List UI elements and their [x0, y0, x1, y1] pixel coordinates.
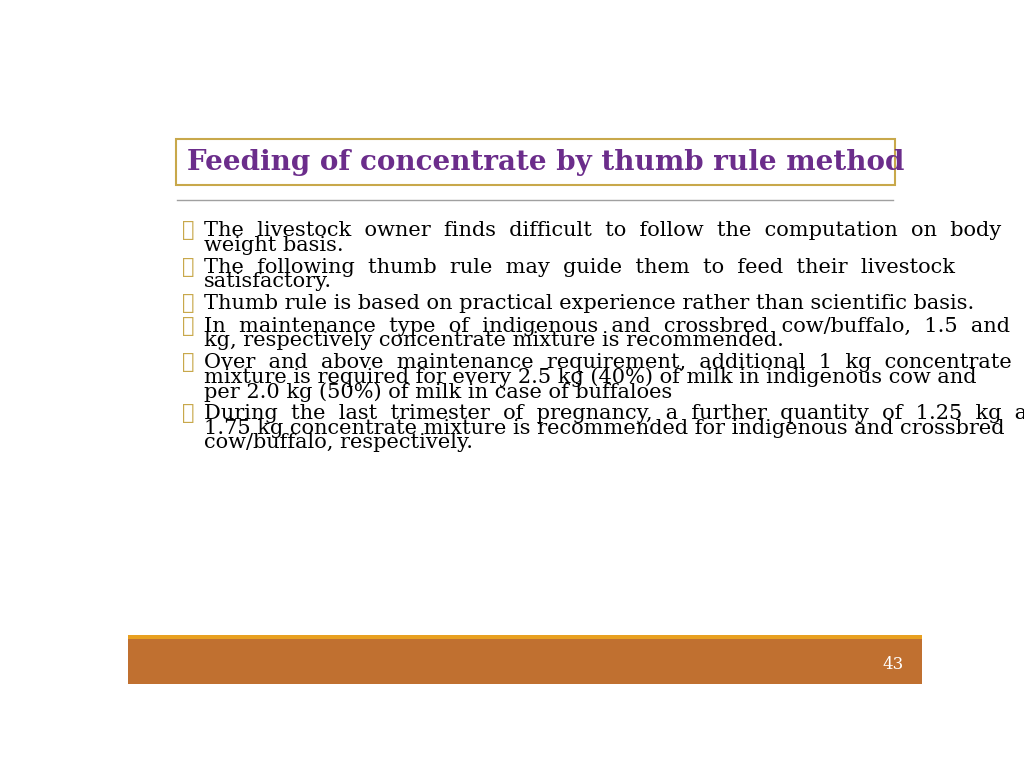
Text: weight basis.: weight basis.	[204, 236, 344, 254]
Text: per 2.0 kg (50%) of milk in case of buffaloes: per 2.0 kg (50%) of milk in case of buff…	[204, 382, 673, 402]
Text: 43: 43	[882, 656, 903, 673]
Text: Thumb rule is based on practical experience rather than scientific basis.: Thumb rule is based on practical experie…	[204, 294, 975, 313]
Text: Feeding of concentrate by thumb rule method: Feeding of concentrate by thumb rule met…	[186, 149, 904, 176]
Text: kg, respectively concentrate mixture is recommended.: kg, respectively concentrate mixture is …	[204, 331, 784, 350]
Text: Over  and  above  maintenance  requirement,  additional  1  kg  concentrate: Over and above maintenance requirement, …	[204, 353, 1012, 372]
Text: In  maintenance  type  of  indigenous  and  crossbred  cow/buffalo,  1.5  and  2: In maintenance type of indigenous and cr…	[204, 316, 1024, 336]
Text: ❖: ❖	[182, 258, 195, 276]
Text: mixture is required for every 2.5 kg (40%) of milk in indigenous cow and: mixture is required for every 2.5 kg (40…	[204, 368, 977, 387]
Text: 1.75 kg concentrate mixture is recommended for indigenous and crossbred: 1.75 kg concentrate mixture is recommend…	[204, 419, 1005, 438]
Text: The  following  thumb  rule  may  guide  them  to  feed  their  livestock: The following thumb rule may guide them …	[204, 258, 955, 276]
Text: The  livestock  owner  finds  difficult  to  follow  the  computation  on  body: The livestock owner finds difficult to f…	[204, 221, 1001, 240]
Text: ❖: ❖	[182, 353, 195, 372]
FancyBboxPatch shape	[176, 140, 895, 185]
Text: satisfactory.: satisfactory.	[204, 272, 333, 291]
Text: ❖: ❖	[182, 221, 195, 240]
Text: cow/buffalo, respectively.: cow/buffalo, respectively.	[204, 433, 473, 452]
Text: ❖: ❖	[182, 294, 195, 313]
Bar	[128, 635, 922, 684]
Text: ❖: ❖	[182, 316, 195, 336]
Bar	[128, 635, 922, 639]
Text: ❖: ❖	[182, 405, 195, 423]
Text: During  the  last  trimester  of  pregnancy,  a  further  quantity  of  1.25  kg: During the last trimester of pregnancy, …	[204, 405, 1024, 423]
